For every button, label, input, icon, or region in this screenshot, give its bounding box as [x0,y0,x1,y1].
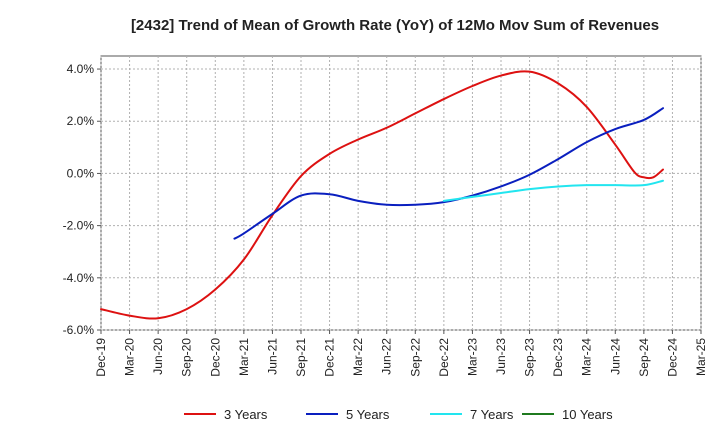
series-line-3-years [100,70,664,320]
series-line-5-years [233,107,664,240]
x-tick-label: Mar-22 [351,338,365,376]
series-lines [100,70,664,320]
x-tick-label: Mar-20 [123,338,137,376]
x-tick-label: Dec-21 [323,338,337,377]
x-tick-label: Jun-24 [608,338,622,375]
legend-label-3-years: 3 Years [224,407,268,422]
x-tick-label: Sep-24 [637,338,651,377]
x-tick-label: Dec-19 [94,338,108,377]
x-tick-label: Sep-23 [523,338,537,377]
chart-title: [2432] Trend of Mean of Growth Rate (YoY… [131,17,659,34]
legend-label-5-years: 5 Years [346,407,390,422]
x-tick-label: Mar-25 [694,338,708,376]
y-tick-label: 4.0% [67,62,95,76]
x-tick-label: Mar-24 [580,338,594,376]
y-tick-label: -2.0% [63,219,95,233]
y-tick-label: 0.0% [67,166,95,180]
x-tick-label: Dec-23 [551,338,565,377]
x-tick-label: Sep-20 [180,338,194,377]
legend: 3 Years 5 Years 7 Years 10 Years [184,407,613,422]
y-tick-label: -6.0% [63,323,95,337]
x-tick-label: Dec-22 [437,338,451,377]
x-tick-label: Dec-20 [208,338,222,377]
legend-label-7-years: 7 Years [470,407,514,422]
grid-lines [100,56,702,331]
x-tick-label: Jun-22 [380,338,394,375]
y-tick-label: 2.0% [67,114,95,128]
y-tick-label: -4.0% [63,271,95,285]
x-axis-ticks: Dec-19 Mar-20 Jun-20 Sep-20 Dec-20 Mar-21 Jun-… [94,330,708,377]
x-tick-label: Sep-22 [408,338,422,377]
plot-area [100,55,702,331]
x-tick-label: Jun-23 [494,338,508,375]
x-tick-label: Jun-20 [151,338,165,375]
x-tick-label: Sep-21 [294,338,308,377]
x-tick-label: Jun-21 [265,338,279,375]
series-line-7-years [442,179,664,202]
x-tick-label: Mar-21 [237,338,251,376]
y-axis-ticks: -6.0% -4.0% -2.0% 0.0% 2.0% 4.0% [63,62,101,337]
legend-label-10-years: 10 Years [562,407,613,422]
x-tick-label: Dec-24 [665,338,679,377]
x-tick-label: Mar-23 [465,338,479,376]
